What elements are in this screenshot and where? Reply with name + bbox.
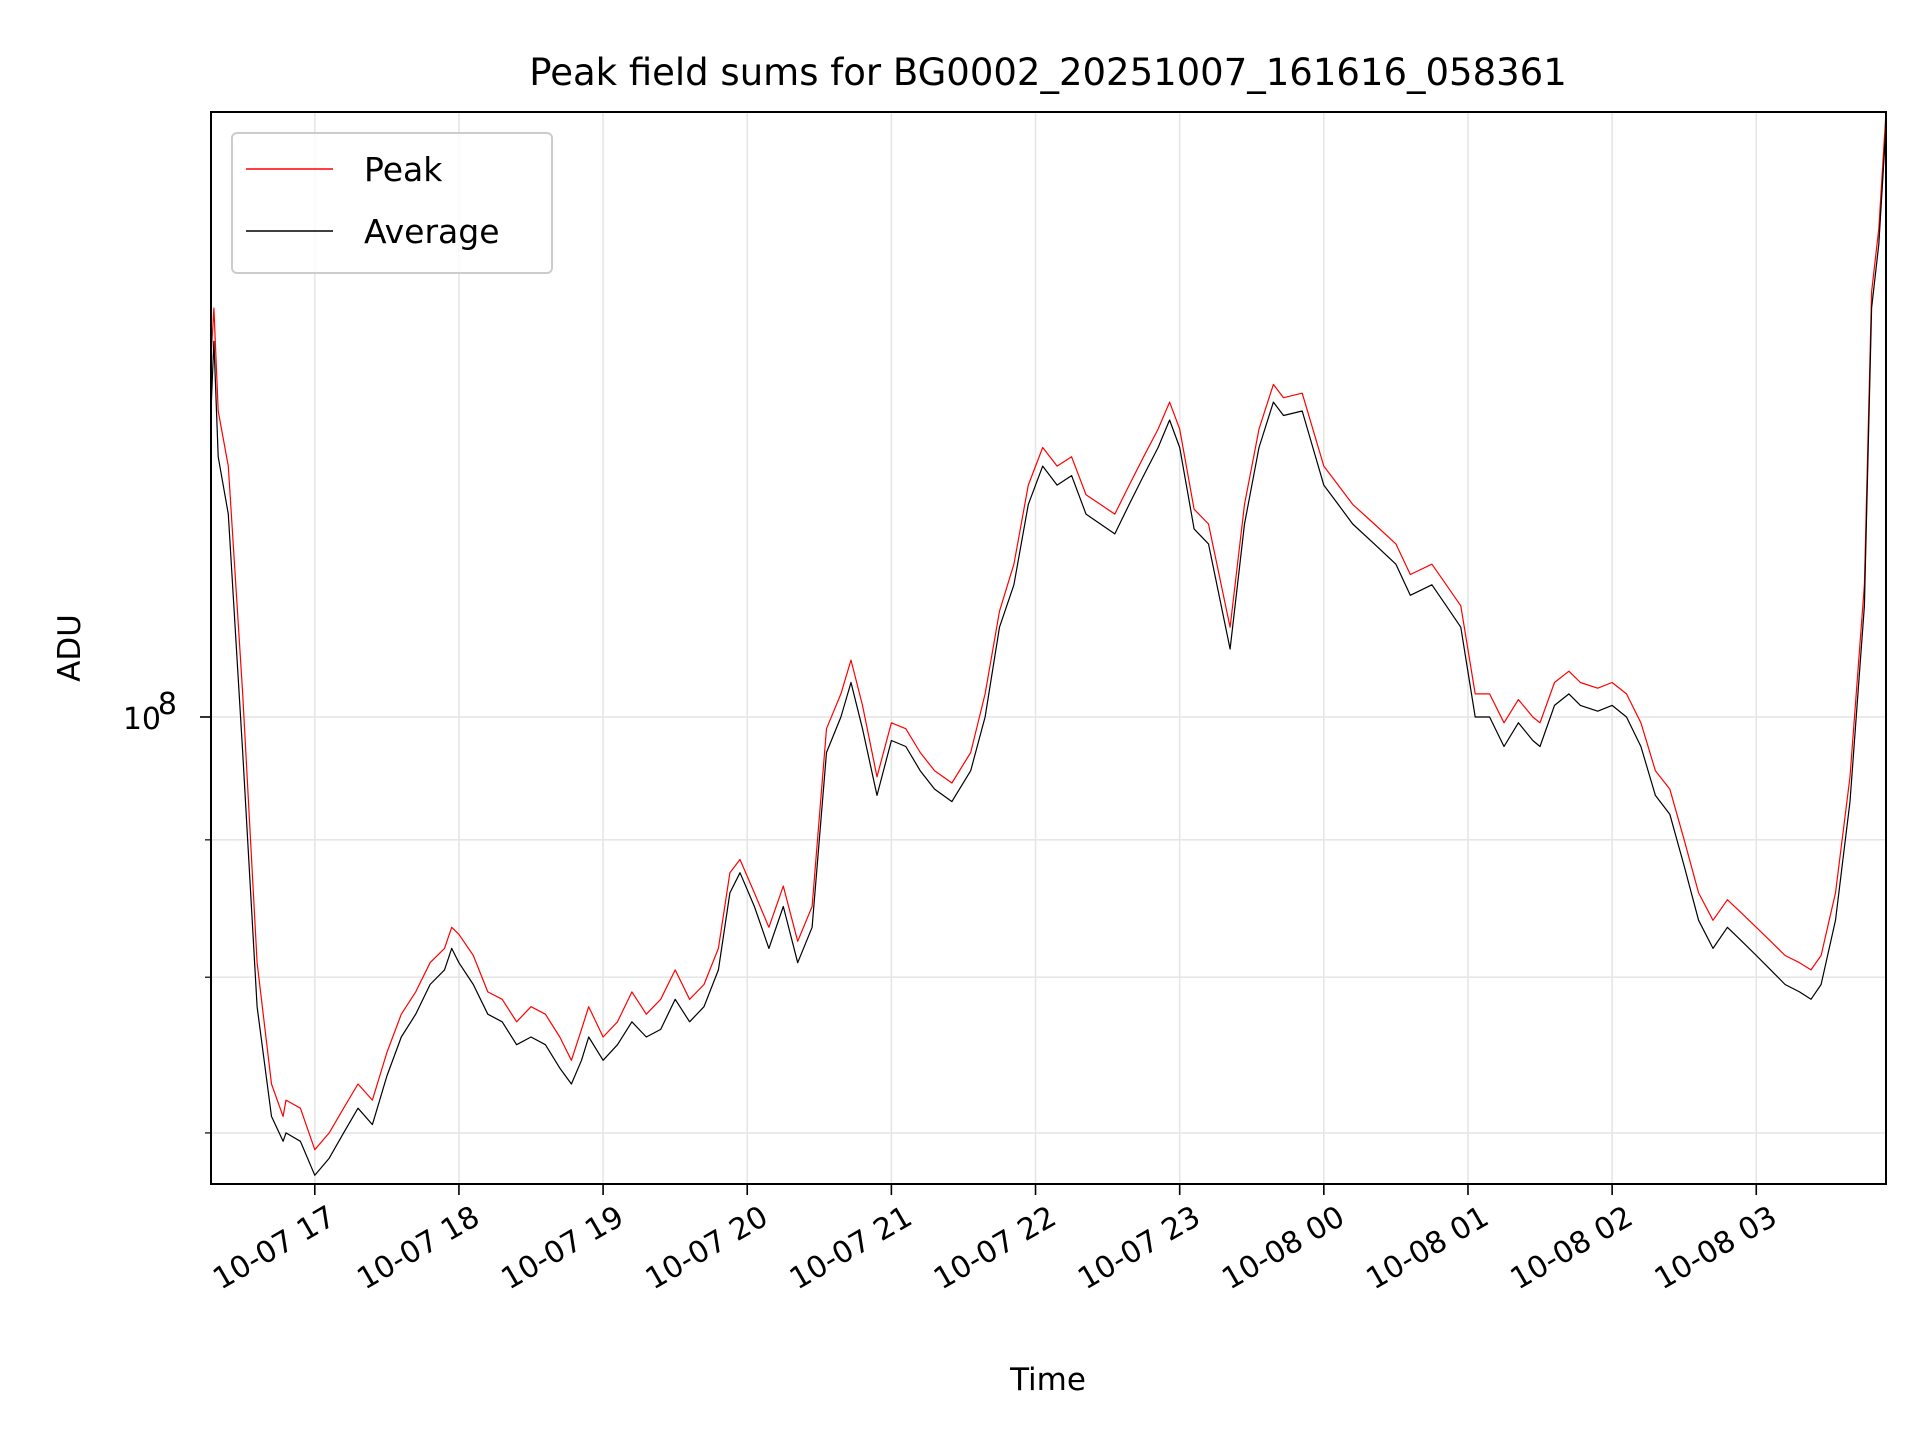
y-tick-label-base: 10 [123, 702, 161, 737]
grid-lines [211, 112, 1886, 1184]
y-axis-title: ADU [52, 614, 88, 682]
legend-box [231, 132, 553, 274]
legend-label-peak: Peak [364, 150, 443, 189]
legend-label-average: Average [364, 212, 500, 251]
plot-series [210, 111, 1887, 1176]
series-line-peak [210, 111, 1887, 1151]
x-axis-title: Time [1009, 1362, 1086, 1398]
y-tick-label-exponent: 8 [158, 687, 177, 722]
chart-title: Peak field sums for BG0002_20251007_1616… [529, 51, 1567, 94]
plot-frame [210, 111, 1887, 1185]
legend: Peak Average [231, 132, 553, 274]
y-tick-label: 10 [123, 702, 161, 737]
series-line-average [210, 125, 1887, 1176]
